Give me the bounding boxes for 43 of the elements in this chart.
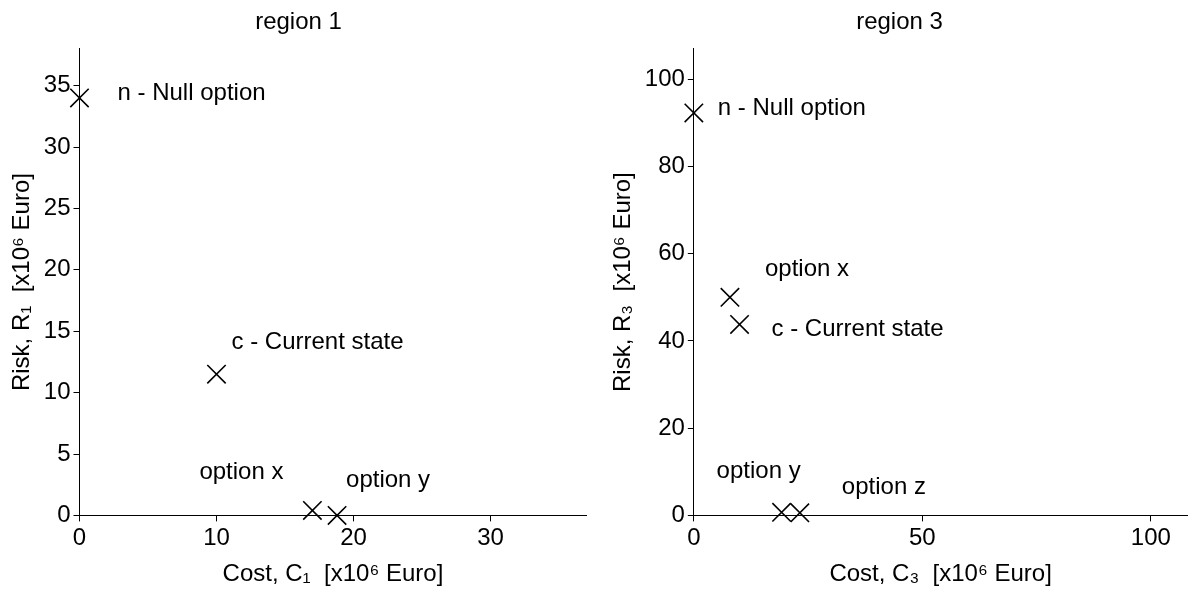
- annotation: n - Null option: [717, 92, 866, 120]
- point: [327, 505, 348, 526]
- y-tick-label: 25: [43, 193, 71, 221]
- y-tick-label: 80: [658, 151, 685, 179]
- y-tick-label: 60: [658, 238, 685, 266]
- y-tick-label: 0: [57, 500, 71, 528]
- x-tick-label: 20: [340, 523, 367, 551]
- y-axis-title: Risk, R₃ [x10⁶ Euro]: [608, 172, 636, 392]
- annotation: option x: [199, 457, 284, 485]
- annotation: option z: [841, 472, 926, 500]
- x-tick-label: 30: [477, 523, 504, 551]
- x-tick-label: 50: [908, 523, 936, 551]
- y-tick-label: 10: [43, 377, 71, 405]
- annotation: c - Current state: [231, 326, 404, 354]
- x-axis-title: Cost, C₃ [x10⁶ Euro]: [829, 559, 1052, 587]
- y-tick-label: 0: [671, 500, 685, 528]
- y-tick-label: 15: [43, 315, 71, 343]
- y-tick-label: 100: [644, 63, 685, 91]
- y-tick-label: 20: [43, 254, 71, 282]
- annotation: option y: [716, 455, 801, 483]
- point: [789, 502, 810, 523]
- y-tick-label: 5: [57, 438, 71, 466]
- chart-title: region 1: [255, 7, 342, 35]
- y-tick-label: 40: [658, 325, 685, 353]
- annotation: option y: [346, 465, 431, 493]
- point: [729, 314, 750, 335]
- point: [206, 364, 227, 385]
- chart-title: region 3: [856, 7, 943, 35]
- x-tick-label: 10: [203, 523, 230, 551]
- annotation: option x: [764, 253, 850, 281]
- annotation: n - Null option: [117, 77, 266, 105]
- annotation: c - Current state: [771, 314, 944, 342]
- y-tick-label: 30: [43, 131, 71, 159]
- point: [771, 502, 792, 523]
- x-tick-label: 100: [1130, 523, 1171, 551]
- y-tick-label: 35: [43, 70, 71, 98]
- point: [719, 287, 740, 308]
- point: [69, 87, 90, 108]
- x-axis-title: Cost, C₁ [x10⁶ Euro]: [222, 559, 444, 587]
- y-axis-title: Risk, R₁ [x10⁶ Euro]: [7, 173, 35, 392]
- point: [302, 500, 323, 521]
- y-tick-label: 20: [658, 412, 685, 440]
- point: [683, 102, 704, 123]
